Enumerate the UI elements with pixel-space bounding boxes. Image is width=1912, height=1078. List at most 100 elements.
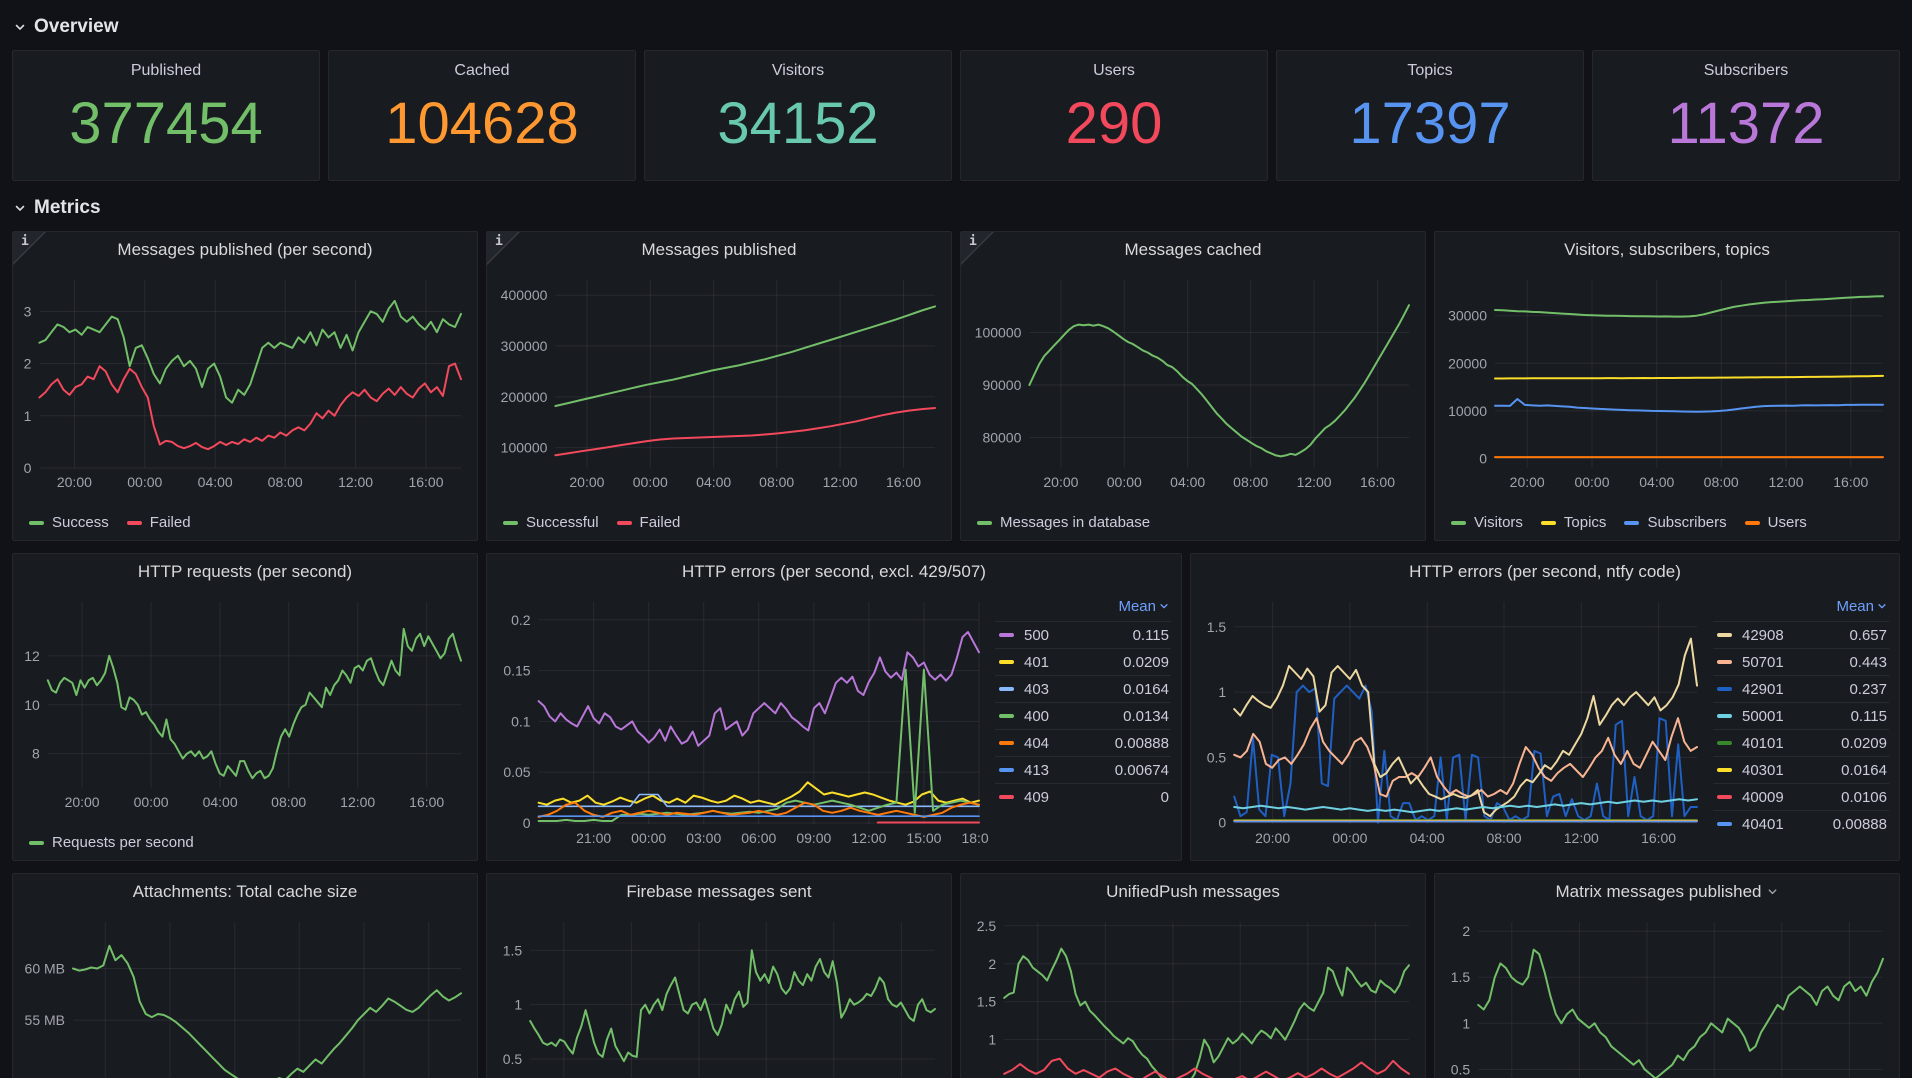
svg-text:21:00: 21:00 — [576, 830, 611, 846]
legend-swatch — [616, 520, 632, 525]
panel-title[interactable]: Attachments: Total cache size — [53, 882, 437, 902]
legend-row-409[interactable]: 409 0 — [995, 783, 1171, 810]
panel-title[interactable]: Messages cached — [1001, 240, 1385, 260]
stat-panel-users: Users 290 — [960, 50, 1268, 181]
legend-row-40009[interactable]: 40009 0.0106 — [1713, 783, 1889, 810]
legend-label: 42908 — [1742, 626, 1784, 644]
legend-row-42901[interactable]: 42901 0.237 — [1713, 675, 1889, 702]
chart-svg: 20:00 00:00 04:00 08:00 12:00 16:00 0 0.5 1 1.5 — [1207, 602, 1698, 846]
panel-title-text: Matrix messages published — [1555, 882, 1762, 901]
svg-text:1: 1 — [988, 1032, 996, 1048]
legend-item-messages-in-database[interactable]: Messages in database — [977, 514, 1150, 531]
panel-title[interactable]: Matrix messages published — [1475, 882, 1859, 902]
panel-title[interactable]: HTTP requests (per second) — [53, 562, 437, 582]
legend-swatch — [1540, 520, 1556, 525]
legend-swatch — [29, 520, 44, 525]
legend-item-subscribers[interactable]: Subscribers — [1624, 514, 1727, 531]
legend-mean-value: 0.00674 — [1114, 761, 1169, 779]
panel-info-icon[interactable]: i — [487, 232, 521, 266]
panel-title[interactable]: Visitors, subscribers, topics — [1475, 240, 1859, 260]
legend-item-visitors[interactable]: Visitors — [1451, 514, 1523, 531]
chart-canvas: 55 MB 60 MB — [19, 914, 471, 1078]
panel-title[interactable]: Firebase messages sent — [527, 882, 911, 902]
legend-row-403[interactable]: 403 0.0164 — [995, 675, 1171, 702]
chart-svg: 20:00 00:00 04:00 08:00 12:00 16:00 8 10 12 — [24, 602, 462, 810]
legend-item-successful[interactable]: Successful — [503, 514, 599, 531]
svg-text:1: 1 — [24, 408, 32, 424]
legend-row-50701[interactable]: 50701 0.443 — [1713, 648, 1889, 675]
legend-item-topics[interactable]: Topics — [1540, 514, 1606, 531]
legend-item-success[interactable]: Success — [29, 514, 109, 531]
legend-row-42908[interactable]: 42908 0.657 — [1713, 621, 1889, 648]
metrics-row-1: i Messages published (per second) 20:00 00:… — [12, 231, 1900, 541]
svg-text:12: 12 — [24, 648, 40, 664]
svg-text:2.5: 2.5 — [977, 918, 997, 934]
series-line-42908 — [1233, 637, 1698, 818]
overview-section-toggle[interactable]: Overview — [14, 12, 1900, 42]
svg-text:08:00: 08:00 — [1704, 474, 1739, 490]
svg-text:0: 0 — [1479, 450, 1487, 466]
legend: Messages in database — [977, 514, 1150, 531]
legend-row-40401[interactable]: 40401 0.00888 — [1713, 810, 1889, 837]
series-line-success — [38, 299, 462, 404]
legend-sort-mean[interactable]: Mean — [1713, 596, 1889, 621]
legend-row-40301[interactable]: 40301 0.0164 — [1713, 756, 1889, 783]
chevron-down-icon — [1769, 889, 1777, 895]
series-line-401 — [537, 781, 980, 806]
legend-sort-mean[interactable]: Mean — [995, 596, 1171, 621]
legend-row-404[interactable]: 404 0.00888 — [995, 729, 1171, 756]
panel-attachments-total-cache-size: Attachments: Total cache size 55 MB 60 MB — [12, 873, 478, 1078]
legend-row-50001[interactable]: 50001 0.115 — [1713, 702, 1889, 729]
legend-table: Mean 500 0.115 401 0.0209 403 0.0164 400 0.0134 4… — [995, 596, 1171, 810]
legend-label: 403 — [1024, 680, 1050, 698]
legend-label: 40301 — [1742, 761, 1784, 779]
legend-row-400[interactable]: 400 0.0134 — [995, 702, 1171, 729]
panel-title-text: Attachments: Total cache size — [132, 882, 358, 901]
svg-text:20:00: 20:00 — [1043, 474, 1078, 490]
svg-text:20:00: 20:00 — [65, 794, 100, 810]
stat-value: 11372 — [1667, 91, 1825, 156]
panel-title-text: Messages cached — [1124, 240, 1262, 259]
chart-canvas: 0.5 1 1.5 2 — [1441, 914, 1893, 1078]
stat-title: Users — [1093, 62, 1135, 79]
chart-canvas: 20:00 00:00 04:00 08:00 12:00 16:00 0 1 2 3 — [19, 272, 471, 494]
panel-title[interactable]: HTTP errors (per second, excl. 429/507) — [527, 562, 1141, 582]
legend-swatch — [1717, 795, 1732, 799]
legend-label: Users — [1767, 514, 1807, 531]
legend-swatch — [999, 768, 1014, 772]
svg-text:00:00: 00:00 — [1332, 830, 1367, 846]
series-line-visitors — [1494, 295, 1884, 318]
series-line-403 — [537, 793, 980, 808]
panel-info-icon[interactable]: i — [961, 232, 995, 266]
overview-stats-row: Published 377454 Cached 104628 Visitors 34152… — [12, 50, 1900, 181]
svg-text:18:00: 18:00 — [961, 830, 989, 846]
legend-label: 42901 — [1742, 680, 1784, 698]
chevron-down-icon — [15, 24, 25, 30]
panel-title[interactable]: Messages published — [527, 240, 911, 260]
legend-row-413[interactable]: 413 0.00674 — [995, 756, 1171, 783]
stat-title: Cached — [454, 62, 510, 79]
legend-item-users[interactable]: Users — [1744, 514, 1807, 531]
series-line-failed — [554, 407, 936, 457]
series-line-failed — [38, 362, 462, 451]
stat-panel-cached: Cached 104628 — [328, 50, 636, 181]
stat-panel-published: Published 377454 — [12, 50, 320, 181]
metrics-section-toggle[interactable]: Metrics — [14, 193, 1900, 223]
legend-item-requests-per-second[interactable]: Requests per second — [29, 834, 194, 851]
chart-canvas: 20:00 00:00 04:00 08:00 12:00 16:00 8 10 12 — [19, 594, 471, 814]
legend-row-500[interactable]: 500 0.115 — [995, 621, 1171, 648]
legend-swatch — [1717, 714, 1732, 718]
panel-title[interactable]: UnifiedPush messages — [1001, 882, 1385, 902]
legend-item-failed[interactable]: Failed — [616, 514, 681, 531]
legend-row-40101[interactable]: 40101 0.0209 — [1713, 729, 1889, 756]
panel-title[interactable]: HTTP errors (per second, ntfy code) — [1231, 562, 1859, 582]
legend-label: Failed — [639, 514, 681, 531]
legend-item-failed[interactable]: Failed — [126, 514, 191, 531]
svg-text:1.5: 1.5 — [1207, 619, 1227, 635]
panel-info-icon[interactable]: i — [13, 232, 47, 266]
svg-text:08:00: 08:00 — [759, 474, 794, 490]
legend-row-401[interactable]: 401 0.0209 — [995, 648, 1171, 675]
series-line-404 — [537, 801, 980, 818]
panel-title[interactable]: Messages published (per second) — [53, 240, 437, 260]
svg-text:0.05: 0.05 — [503, 764, 530, 780]
